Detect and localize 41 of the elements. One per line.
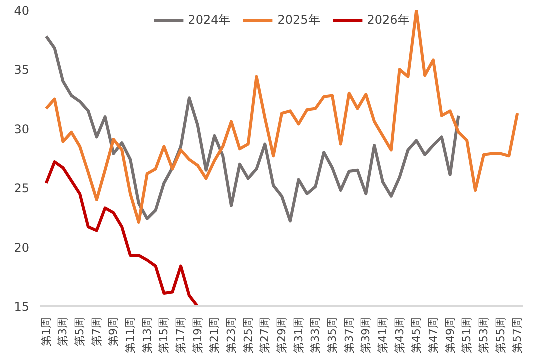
x-tick-label: 第35周	[326, 317, 339, 354]
x-tick-label: 第51周	[460, 317, 474, 354]
line-series	[44, 160, 200, 306]
x-tick-label: 第49周	[444, 317, 457, 354]
x-tick-label: 第43周	[393, 317, 406, 354]
legend-label: 2024年	[188, 12, 231, 28]
line-series	[44, 10, 520, 224]
x-tick-label: 第13周	[140, 317, 154, 354]
x-tick-label: 第17周	[174, 317, 188, 354]
y-tick-label: 35	[14, 63, 30, 78]
x-tick-label: 第5周	[74, 318, 87, 346]
y-tick-label: 25	[14, 182, 30, 196]
x-tick-label: 第23周	[225, 317, 238, 354]
y-tick-label: 15	[14, 300, 30, 314]
x-tick-label: 第29周	[276, 317, 288, 354]
x-tick-label: 第33周	[309, 317, 322, 354]
x-tick-label: 第3周	[56, 318, 70, 346]
x-tick-label: 第45周	[410, 317, 424, 354]
x-tick-label: 第9周	[107, 318, 120, 346]
x-tick-label: 第7周	[90, 318, 104, 346]
x-tick-label: 第37周	[342, 317, 356, 354]
x-tick-label: 第27周	[258, 317, 272, 354]
x-tick-label: 第21周	[208, 317, 222, 354]
legend-label: 2025年	[278, 12, 320, 28]
x-tick-label: 第53周	[477, 317, 490, 354]
x-tick-label: 第39周	[360, 317, 373, 354]
x-tick-label: 第31周	[292, 317, 306, 354]
x-tick-label: 第25周	[242, 317, 255, 354]
x-tick-label: 第41周	[376, 317, 390, 354]
y-tick-label: 40	[14, 4, 30, 18]
x-tick-label: 第15周	[158, 317, 171, 354]
x-tick-label: 第57周	[511, 317, 524, 354]
x-tick-label: 第1周	[40, 318, 53, 346]
x-tick-label: 第47周	[426, 317, 440, 354]
y-tick-label: 20	[14, 240, 30, 255]
x-tick-label: 第11周	[124, 317, 138, 354]
legend-label: 2026年	[367, 12, 410, 28]
line-series	[44, 35, 460, 223]
x-tick-label: 第55周	[494, 317, 508, 354]
x-tick-label: 第19周	[191, 317, 204, 354]
y-tick-label: 30	[14, 122, 30, 136]
